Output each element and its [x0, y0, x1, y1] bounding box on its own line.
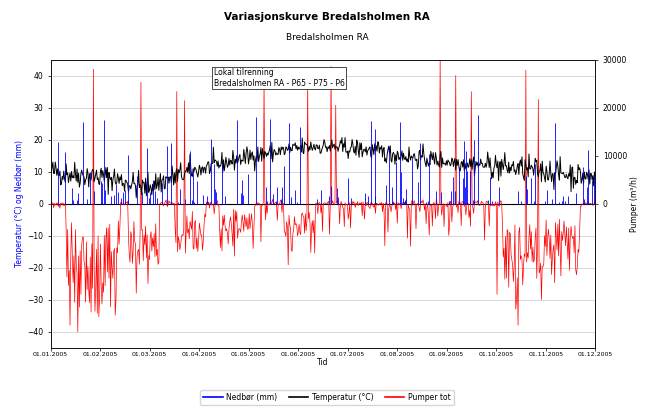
Text: Lokal tilrenning
Bredalsholmen RA - P65 - P75 - P6: Lokal tilrenning Bredalsholmen RA - P65 … [214, 68, 345, 88]
Text: Bredalsholmen RA: Bredalsholmen RA [286, 33, 368, 42]
Y-axis label: Pumper (m³/h): Pumper (m³/h) [630, 175, 639, 231]
Y-axis label: Temperatur (°C) og Nedbør (mm): Temperatur (°C) og Nedbør (mm) [15, 140, 24, 267]
X-axis label: Tid: Tid [317, 358, 328, 367]
Legend: Nedbør (mm), Temperatur (°C), Pumper tot: Nedbør (mm), Temperatur (°C), Pumper tot [200, 390, 454, 405]
Text: Variasjonskurve Bredalsholmen RA: Variasjonskurve Bredalsholmen RA [224, 12, 430, 22]
